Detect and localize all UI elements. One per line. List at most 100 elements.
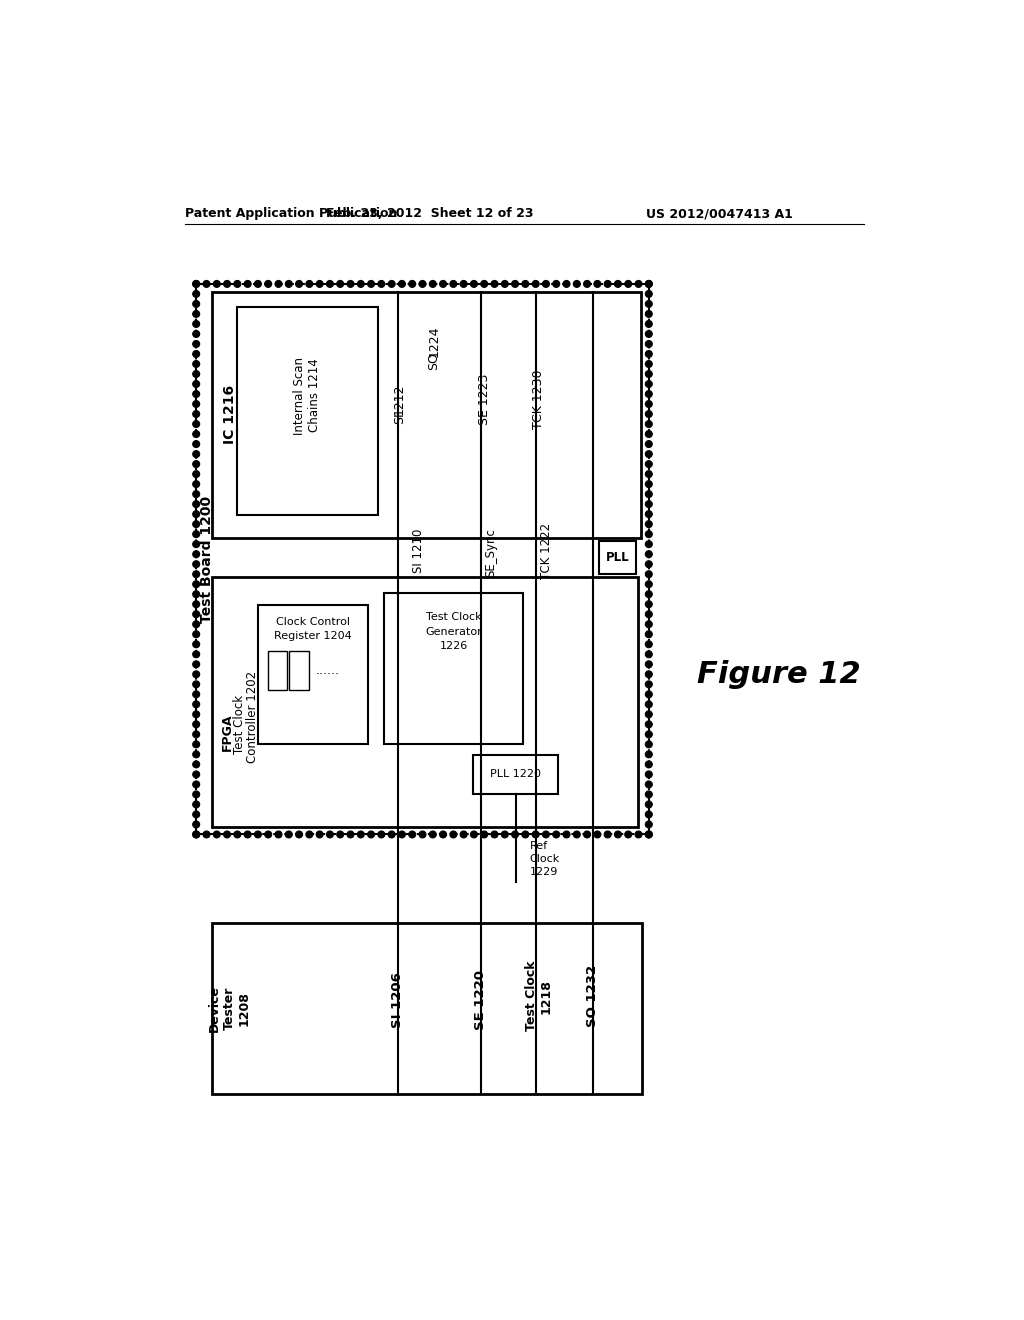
Circle shape	[645, 550, 652, 557]
Circle shape	[645, 810, 652, 818]
Text: Feb. 23, 2012  Sheet 12 of 23: Feb. 23, 2012 Sheet 12 of 23	[327, 207, 534, 220]
Circle shape	[645, 640, 652, 648]
Circle shape	[193, 280, 200, 288]
Circle shape	[193, 690, 200, 698]
Circle shape	[193, 791, 200, 797]
Circle shape	[409, 280, 416, 288]
Circle shape	[645, 661, 652, 668]
Circle shape	[645, 541, 652, 548]
Circle shape	[645, 651, 652, 657]
Circle shape	[193, 380, 200, 388]
Text: Figure 12: Figure 12	[697, 660, 861, 689]
Circle shape	[645, 731, 652, 738]
Text: Generator: Generator	[425, 627, 482, 638]
Circle shape	[193, 620, 200, 628]
Circle shape	[193, 701, 200, 708]
Circle shape	[193, 480, 200, 487]
Circle shape	[645, 360, 652, 367]
Bar	[384, 594, 523, 743]
Circle shape	[645, 330, 652, 338]
Circle shape	[502, 832, 508, 838]
Circle shape	[193, 591, 200, 598]
Circle shape	[645, 461, 652, 467]
Circle shape	[584, 280, 591, 288]
Text: Chains 1214: Chains 1214	[308, 359, 322, 433]
Circle shape	[193, 341, 200, 347]
Circle shape	[594, 280, 601, 288]
Circle shape	[645, 631, 652, 638]
Circle shape	[645, 591, 652, 598]
Text: SI 1210: SI 1210	[412, 529, 425, 573]
Circle shape	[193, 731, 200, 738]
Bar	[473, 755, 558, 793]
Circle shape	[645, 620, 652, 628]
Circle shape	[193, 471, 200, 478]
Circle shape	[193, 832, 200, 838]
Text: TCK 1230: TCK 1230	[532, 370, 545, 429]
Circle shape	[645, 391, 652, 397]
Circle shape	[296, 832, 302, 838]
Text: Test Clock: Test Clock	[525, 961, 539, 1031]
Text: ......: ......	[316, 664, 340, 677]
Circle shape	[645, 832, 652, 838]
Circle shape	[265, 832, 271, 838]
Circle shape	[337, 280, 344, 288]
Circle shape	[327, 280, 334, 288]
Circle shape	[368, 280, 375, 288]
Circle shape	[193, 771, 200, 777]
Circle shape	[193, 570, 200, 578]
Circle shape	[635, 832, 642, 838]
Circle shape	[625, 280, 632, 288]
Text: 1212: 1212	[393, 384, 406, 416]
Circle shape	[286, 280, 292, 288]
Circle shape	[357, 280, 365, 288]
Circle shape	[645, 520, 652, 528]
Circle shape	[193, 711, 200, 718]
Circle shape	[645, 581, 652, 587]
Circle shape	[645, 801, 652, 808]
Circle shape	[429, 832, 436, 838]
Circle shape	[193, 721, 200, 727]
Circle shape	[522, 832, 528, 838]
Text: Register 1204: Register 1204	[274, 631, 352, 640]
Circle shape	[193, 301, 200, 308]
Bar	[212, 923, 642, 1094]
Circle shape	[543, 832, 550, 838]
Circle shape	[378, 280, 385, 288]
Circle shape	[645, 441, 652, 447]
Circle shape	[645, 280, 652, 288]
Circle shape	[337, 832, 344, 838]
Bar	[212, 292, 641, 539]
Text: SO: SO	[428, 352, 440, 370]
Circle shape	[193, 651, 200, 657]
Circle shape	[306, 280, 313, 288]
Circle shape	[244, 280, 251, 288]
Circle shape	[409, 832, 416, 838]
Circle shape	[193, 631, 200, 638]
Circle shape	[522, 280, 528, 288]
Circle shape	[563, 280, 570, 288]
Circle shape	[388, 280, 395, 288]
Circle shape	[193, 681, 200, 688]
Circle shape	[193, 640, 200, 648]
Circle shape	[532, 280, 540, 288]
Circle shape	[193, 491, 200, 498]
Circle shape	[193, 450, 200, 458]
Circle shape	[286, 832, 292, 838]
Circle shape	[645, 421, 652, 428]
Circle shape	[265, 280, 271, 288]
Circle shape	[645, 781, 652, 788]
Circle shape	[193, 550, 200, 557]
Circle shape	[254, 832, 261, 838]
Circle shape	[645, 611, 652, 618]
Circle shape	[645, 821, 652, 828]
Circle shape	[193, 601, 200, 607]
Circle shape	[398, 832, 406, 838]
Text: PLL 1220: PLL 1220	[490, 770, 541, 779]
Circle shape	[645, 681, 652, 688]
Circle shape	[193, 531, 200, 537]
Circle shape	[203, 280, 210, 288]
Text: PLL: PLL	[605, 552, 629, 564]
Circle shape	[347, 832, 354, 838]
Circle shape	[316, 280, 324, 288]
